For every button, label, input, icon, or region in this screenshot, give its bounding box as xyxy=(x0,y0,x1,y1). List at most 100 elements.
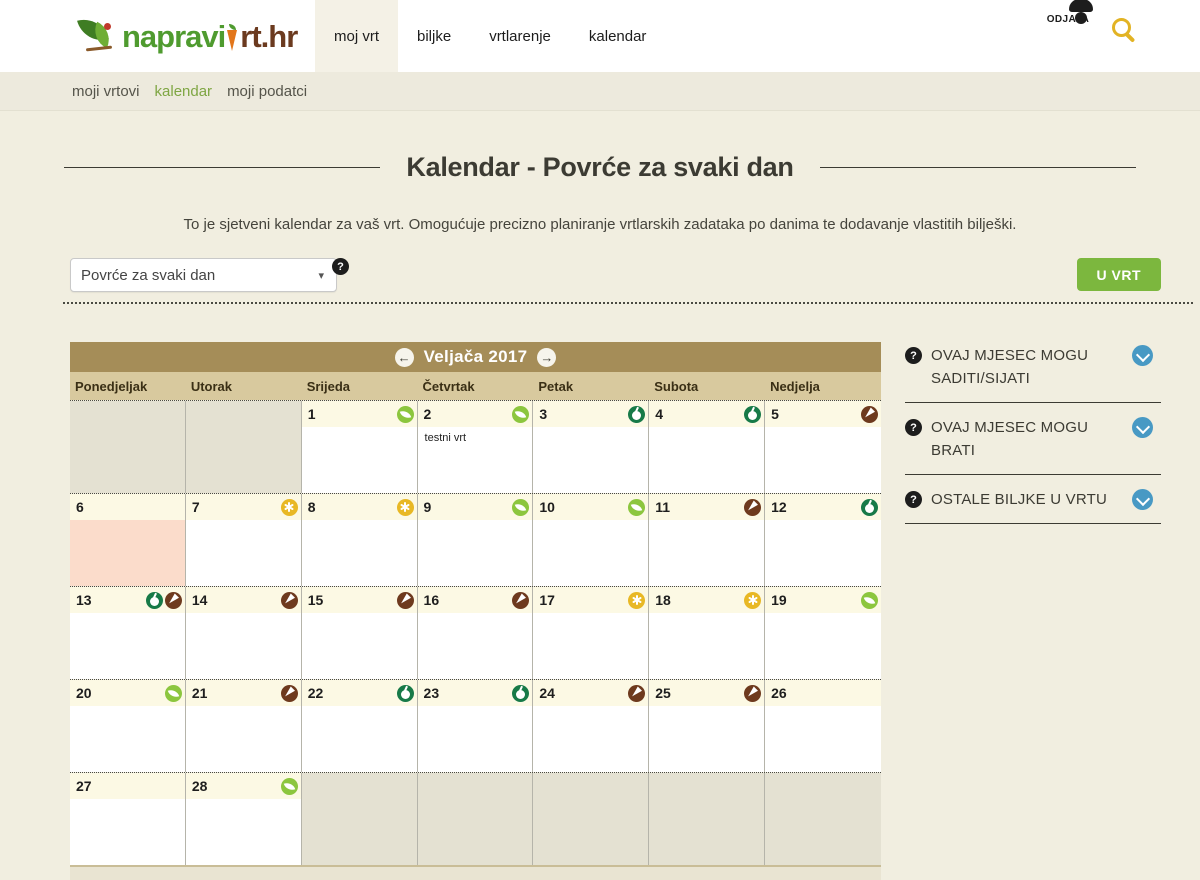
breadcrumb-moji-podatci[interactable]: moji podatci xyxy=(227,82,308,100)
day-number: 19 xyxy=(771,592,787,608)
calendar-day-cell-15[interactable]: 15 xyxy=(301,587,418,679)
root-icon xyxy=(512,591,530,609)
chevron-down-icon[interactable] xyxy=(1132,489,1153,510)
next-month-button[interactable]: → xyxy=(537,347,557,367)
calendar-day-cell-12[interactable]: 12 xyxy=(765,494,881,586)
calendar-day-cell-8[interactable]: 8 xyxy=(301,494,418,586)
day-cell-header: 20 xyxy=(70,680,185,706)
accordion-brati[interactable]: ? OVAJ MJESEC MOGU BRATI xyxy=(905,416,1161,475)
chevron-down-icon[interactable] xyxy=(1132,345,1153,366)
day-cell-body xyxy=(417,706,533,772)
title-rule-right xyxy=(819,167,1136,168)
leaf-icon xyxy=(860,591,878,609)
calendar-week-row: 1 2 testni vrt 3 4 5 xyxy=(70,400,881,493)
help-icon[interactable]: ? xyxy=(332,258,349,275)
site-logo[interactable]: napravi rt.hr xyxy=(76,10,298,64)
tab-moj-vrt[interactable]: moj vrt xyxy=(315,0,398,72)
calendar-day-cell-5[interactable]: 5 xyxy=(765,401,881,493)
day-cell-body xyxy=(301,613,417,679)
day-cell-body xyxy=(301,427,417,493)
day-number: 23 xyxy=(423,685,440,701)
calendar-day-cell-16[interactable]: 16 xyxy=(417,587,534,679)
calendar-day-cell-1[interactable]: 1 xyxy=(301,401,418,493)
breadcrumb-kalendar[interactable]: kalendar xyxy=(154,82,213,100)
u-vrt-button[interactable]: U VRT xyxy=(1076,258,1161,291)
day-cell-body xyxy=(301,706,417,772)
day-icons xyxy=(626,591,646,609)
sidebar: ? OVAJ MJESEC MOGU SADITI/SIJATI ? OVAJ … xyxy=(905,344,1161,537)
day-icons xyxy=(510,684,530,702)
tab-kalendar[interactable]: kalendar xyxy=(588,27,647,45)
help-icon: ? xyxy=(905,347,922,364)
day-cell-header: 26 xyxy=(765,680,881,706)
calendar-day-cell-17[interactable]: 17 xyxy=(533,587,650,679)
day-cell-body xyxy=(649,427,765,493)
calendar-day-cell-10[interactable]: 10 xyxy=(533,494,650,586)
day-number: 25 xyxy=(655,685,671,701)
breadcrumb: moji vrtovi kalendar moji podatci xyxy=(0,72,1200,111)
calendar-day-cell-4[interactable]: 4 xyxy=(649,401,766,493)
calendar-day-cell-27[interactable]: 27 xyxy=(70,773,186,865)
calendar-day-cell-19[interactable]: 19 xyxy=(765,587,881,679)
calendar-day-headers: Ponedjeljak Utorak Srijeda Četvrtak Petak Sub… xyxy=(70,372,881,400)
calendar-day-cell-6[interactable]: 6 xyxy=(70,494,186,586)
prev-month-button[interactable]: ← xyxy=(394,347,414,367)
calendar-day-cell-11[interactable]: 11 xyxy=(649,494,766,586)
calendar-day-cell-25[interactable]: 25 xyxy=(649,680,766,772)
day-cell-header: 14 xyxy=(185,587,301,613)
calendar-day-cell-23[interactable]: 23 xyxy=(417,680,534,772)
calendar-day-cell-24[interactable]: 24 xyxy=(533,680,650,772)
calendar-day-cell-14[interactable]: 14 xyxy=(185,587,302,679)
calendar-type-select[interactable]: Povrće za svaki dan ▾ xyxy=(70,258,337,292)
calendar-empty-cell xyxy=(533,773,650,865)
calendar-day-cell-3[interactable]: 3 xyxy=(533,401,650,493)
logout-button[interactable]: ODJAVA xyxy=(1044,12,1092,25)
chevron-down-icon[interactable] xyxy=(1132,417,1153,438)
calendar-day-cell-20[interactable]: 20 xyxy=(70,680,186,772)
calendar-day-cell-28[interactable]: 28 xyxy=(185,773,302,865)
calendar-day-cell-2[interactable]: 2 testni vrt xyxy=(417,401,534,493)
calendar-day-cell-13[interactable]: 13 xyxy=(70,587,186,679)
day-number: 18 xyxy=(655,592,671,608)
calendar-day-cell-9[interactable]: 9 xyxy=(417,494,534,586)
garden-note[interactable]: testni vrt xyxy=(424,432,467,444)
day-icons xyxy=(395,498,414,516)
day-header-srijeda: Srijeda xyxy=(306,378,351,394)
page-description: To je sjetveni kalendar za vaš vrt. Omog… xyxy=(183,216,1017,233)
day-cell-body xyxy=(533,520,649,586)
search-icon[interactable] xyxy=(1112,18,1140,46)
tab-vrtlarenje[interactable]: vrtlarenje xyxy=(489,27,551,45)
calendar: ← Veljača 2017 → Ponedjeljak Utorak Srijed… xyxy=(70,342,881,880)
root-icon xyxy=(396,591,414,609)
accordion-saditi-sijati[interactable]: ? OVAJ MJESEC MOGU SADITI/SIJATI xyxy=(905,344,1161,403)
day-cell-body xyxy=(533,706,649,772)
day-icons xyxy=(626,498,646,516)
calendar-week-row: 13 14 15 16 17 18 19 xyxy=(70,586,881,679)
day-cell-body xyxy=(185,520,301,586)
day-icons xyxy=(859,498,878,516)
day-icons xyxy=(279,498,298,516)
calendar-day-cell-21[interactable]: 21 xyxy=(185,680,302,772)
calendar-grid: 1 2 testni vrt 3 4 5 6 7 8 9 10 11 12 13 14 15 16 17 18 19 2… xyxy=(70,400,881,865)
day-number: 5 xyxy=(771,406,779,422)
day-cell-header: 4 xyxy=(649,401,765,427)
day-number: 21 xyxy=(191,685,208,701)
day-cell-body xyxy=(533,427,649,493)
calendar-empty-cell xyxy=(301,773,418,865)
calendar-day-cell-7[interactable]: 7 xyxy=(185,494,302,586)
day-cell-header: 15 xyxy=(301,587,417,613)
tab-biljke[interactable]: biljke xyxy=(417,27,452,45)
breadcrumb-moji-vrtovi[interactable]: moji vrtovi xyxy=(72,82,140,100)
root-icon xyxy=(280,684,298,702)
calendar-day-cell-22[interactable]: 22 xyxy=(301,680,418,772)
day-header-utorak: Utorak xyxy=(190,378,233,394)
calendar-day-cell-18[interactable]: 18 xyxy=(649,587,766,679)
calendar-day-cell-26[interactable]: 26 xyxy=(765,680,881,772)
day-icons xyxy=(742,498,762,516)
select-value: Povrće za svaki dan xyxy=(81,266,216,284)
accordion-ostale-biljke[interactable]: ? OSTALE BILJKE U VRTU xyxy=(905,488,1161,524)
calendar-empty-cell xyxy=(765,773,881,865)
day-icons xyxy=(859,405,878,423)
day-icons xyxy=(742,591,762,609)
calendar-footer xyxy=(70,865,881,880)
